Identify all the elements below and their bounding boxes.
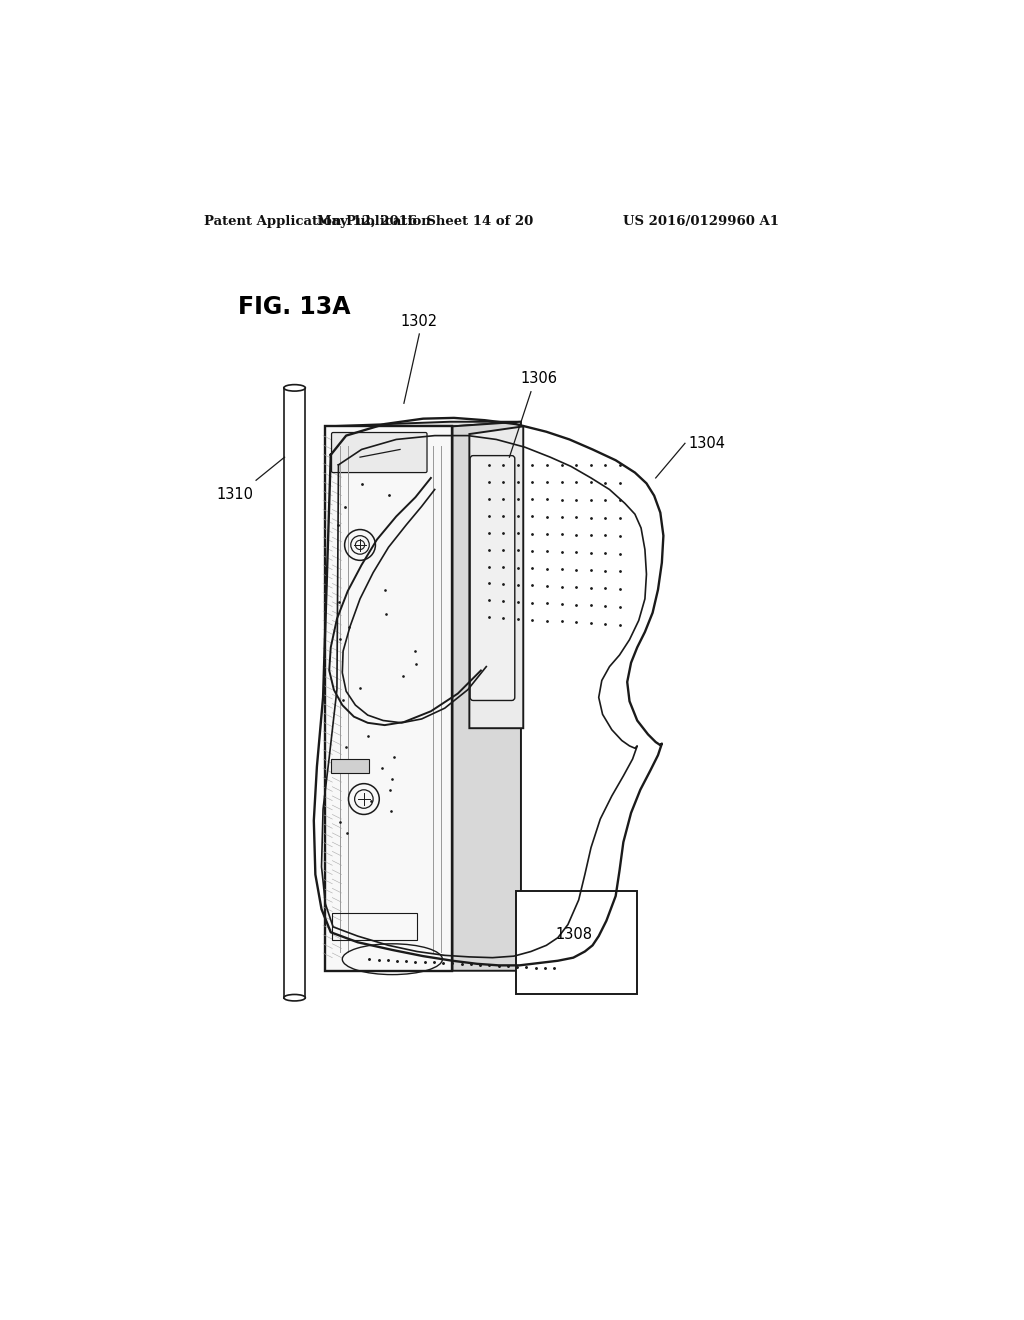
- Ellipse shape: [284, 994, 305, 1001]
- Polygon shape: [453, 422, 521, 970]
- Bar: [331, 759, 370, 774]
- Text: May 12, 2016  Sheet 14 of 20: May 12, 2016 Sheet 14 of 20: [317, 215, 534, 228]
- Polygon shape: [313, 418, 664, 965]
- Polygon shape: [326, 426, 453, 970]
- Polygon shape: [469, 426, 523, 729]
- Text: 1304: 1304: [688, 436, 725, 451]
- Bar: [333, 913, 417, 940]
- Ellipse shape: [284, 384, 305, 391]
- Text: FIG. 13A: FIG. 13A: [239, 296, 351, 319]
- Text: 1310: 1310: [217, 487, 254, 502]
- Text: 1302: 1302: [400, 314, 438, 330]
- Text: 1306: 1306: [520, 371, 557, 387]
- Bar: [515, 891, 637, 994]
- FancyBboxPatch shape: [332, 433, 427, 473]
- Text: 1308: 1308: [556, 927, 593, 942]
- Text: US 2016/0129960 A1: US 2016/0129960 A1: [624, 215, 779, 228]
- Text: Patent Application Publication: Patent Application Publication: [204, 215, 430, 228]
- Polygon shape: [326, 422, 521, 426]
- FancyBboxPatch shape: [470, 455, 515, 701]
